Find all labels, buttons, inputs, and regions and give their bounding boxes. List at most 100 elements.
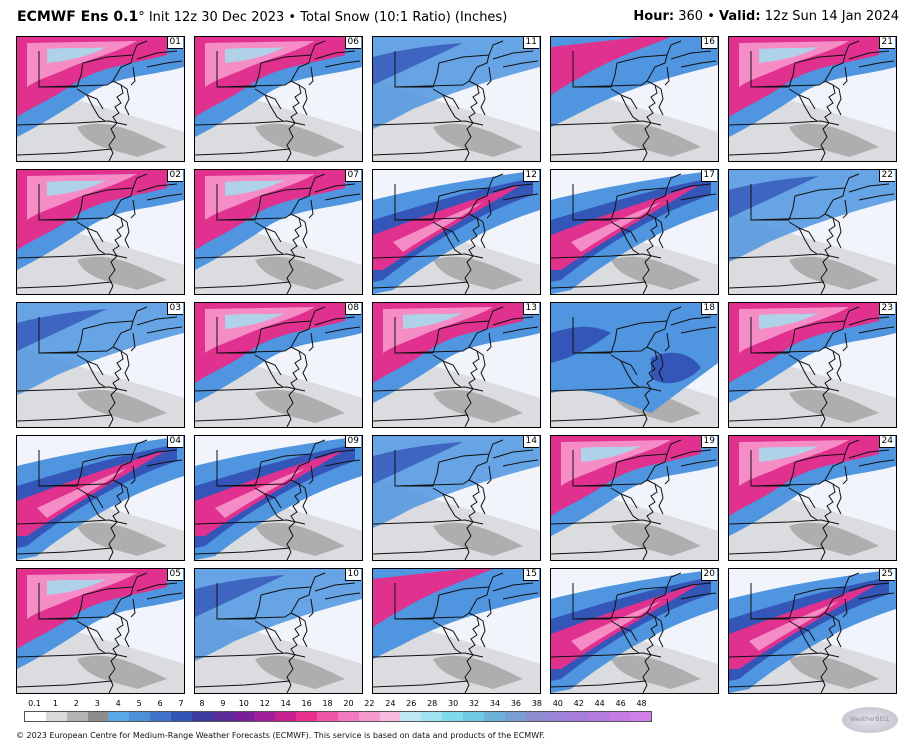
- snow-map-06: [195, 37, 362, 161]
- member-panel-08: 08: [194, 302, 363, 428]
- member-number: 09: [344, 436, 361, 448]
- logo-text: WeatherBELL: [850, 716, 890, 723]
- legend-swatch: [233, 712, 255, 721]
- member-panel-23: 23: [728, 302, 897, 428]
- snow-map-10: [195, 569, 362, 693]
- legend-tick-label: 0.1: [28, 699, 41, 708]
- member-panel-13: 13: [372, 302, 541, 428]
- member-number: 04: [166, 436, 183, 448]
- member-number: 06: [344, 37, 361, 49]
- snow-map-18: [551, 303, 718, 427]
- member-number: 18: [700, 303, 717, 315]
- legend-swatch: [150, 712, 172, 721]
- member-number: 13: [522, 303, 539, 315]
- legend-swatch: [421, 712, 443, 721]
- member-number: 02: [166, 170, 183, 182]
- member-panel-17: 17: [550, 169, 719, 295]
- member-number: 20: [700, 569, 717, 581]
- copyright-footer: © 2023 European Centre for Medium-Range …: [16, 731, 545, 740]
- snow-map-14: [373, 436, 540, 560]
- member-number: 08: [344, 303, 361, 315]
- snow-map-09: [195, 436, 362, 560]
- member-number: 12: [522, 170, 539, 182]
- legend-swatch: [275, 712, 297, 721]
- legend-swatch: [609, 712, 630, 721]
- legend-swatch: [191, 712, 213, 721]
- member-panel-18: 18: [550, 302, 719, 428]
- member-number: 24: [878, 436, 895, 448]
- member-panel-20: 20: [550, 568, 719, 694]
- legend-swatch: [87, 712, 109, 721]
- member-panel-09: 09: [194, 435, 363, 561]
- legend-swatch: [358, 712, 380, 721]
- member-number: 23: [878, 303, 895, 315]
- legend-tick-label: 42: [573, 699, 584, 708]
- snow-map-21: [729, 37, 896, 161]
- member-number: 11: [522, 37, 539, 49]
- legend-tick-label: 26: [406, 699, 417, 708]
- member-number: 01: [166, 37, 183, 49]
- snow-map-15: [373, 569, 540, 693]
- member-panel-10: 10: [194, 568, 363, 694]
- legend-tick-label: 6: [157, 699, 163, 708]
- legend-tick-label: 3: [94, 699, 100, 708]
- legend-swatch: [442, 712, 464, 721]
- legend-swatch: [483, 712, 505, 721]
- snow-map-24: [729, 436, 896, 560]
- legend-swatch: [379, 712, 401, 721]
- member-panel-05: 05: [16, 568, 185, 694]
- legend-tick-label: 7: [178, 699, 184, 708]
- legend-tick-label: 48: [636, 699, 647, 708]
- legend-tick-label: 36: [510, 699, 522, 708]
- snow-map-12: [373, 170, 540, 294]
- member-panel-19: 19: [550, 435, 719, 561]
- map-title: ECMWF Ens 0.1° Init 12z 30 Dec 2023 • To…: [17, 9, 507, 25]
- snow-map-05: [17, 569, 184, 693]
- legend-tick-label: 32: [468, 699, 480, 708]
- member-panel-21: 21: [728, 36, 897, 162]
- legend-tick-label: 9: [220, 699, 226, 708]
- hour-label: Hour:: [633, 9, 675, 24]
- model-name: ECMWF Ens 0.1: [17, 9, 139, 25]
- member-panel-11: 11: [372, 36, 541, 162]
- snow-map-08: [195, 303, 362, 427]
- snow-map-16: [551, 37, 718, 161]
- legend-tick-label: 5: [136, 699, 142, 708]
- snow-map-17: [551, 170, 718, 294]
- legend-swatch: [588, 712, 610, 721]
- legend-swatch: [212, 712, 234, 721]
- valid-value: 12z Sun 14 Jan 2024: [764, 9, 899, 24]
- member-number: 19: [700, 436, 717, 448]
- legend-tick-label: 30: [448, 699, 459, 708]
- member-number: 10: [344, 569, 361, 581]
- snow-map-11: [373, 37, 540, 161]
- member-number: 03: [166, 303, 183, 315]
- snow-map-02: [17, 170, 184, 294]
- legend-swatch: [66, 712, 88, 721]
- snow-map-19: [551, 436, 718, 560]
- legend-tick-label: 24: [385, 699, 396, 708]
- member-panel-03: 03: [16, 302, 185, 428]
- snow-map-01: [17, 37, 184, 161]
- member-panel-14: 14: [372, 435, 541, 561]
- legend-tick-label: 38: [531, 699, 542, 708]
- legend-tick-label: 18: [322, 699, 333, 708]
- snow-map-25: [729, 569, 896, 693]
- legend-swatch: [337, 712, 359, 721]
- snow-map-20: [551, 569, 718, 693]
- weatherbell-logo: WeatherBELL: [842, 707, 898, 733]
- legend-swatch: [108, 712, 130, 721]
- degree-symbol: °: [138, 10, 145, 25]
- legend-swatch: [129, 712, 151, 721]
- legend-swatch: [629, 712, 651, 721]
- legend-swatch: [45, 712, 67, 721]
- legend-tick-label: 10: [238, 699, 249, 708]
- header: ECMWF Ens 0.1° Init 12z 30 Dec 2023 • To…: [0, 0, 913, 34]
- member-number: 14: [522, 436, 539, 448]
- snow-map-23: [729, 303, 896, 427]
- legend-tick-label: 40: [552, 699, 563, 708]
- member-number: 05: [166, 569, 183, 581]
- legend-tick-label: 1: [52, 699, 58, 708]
- member-number: 21: [878, 37, 895, 49]
- member-panel-07: 07: [194, 169, 363, 295]
